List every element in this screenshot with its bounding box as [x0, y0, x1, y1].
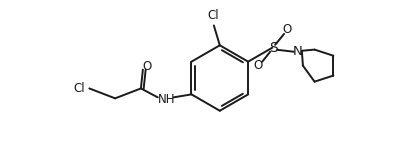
- Text: O: O: [282, 23, 292, 36]
- Text: NH: NH: [158, 93, 175, 106]
- Text: O: O: [254, 59, 263, 72]
- Text: O: O: [142, 60, 151, 73]
- Text: Cl: Cl: [207, 9, 219, 22]
- Text: N: N: [293, 45, 303, 58]
- Text: Cl: Cl: [74, 82, 85, 95]
- Text: S: S: [269, 41, 277, 55]
